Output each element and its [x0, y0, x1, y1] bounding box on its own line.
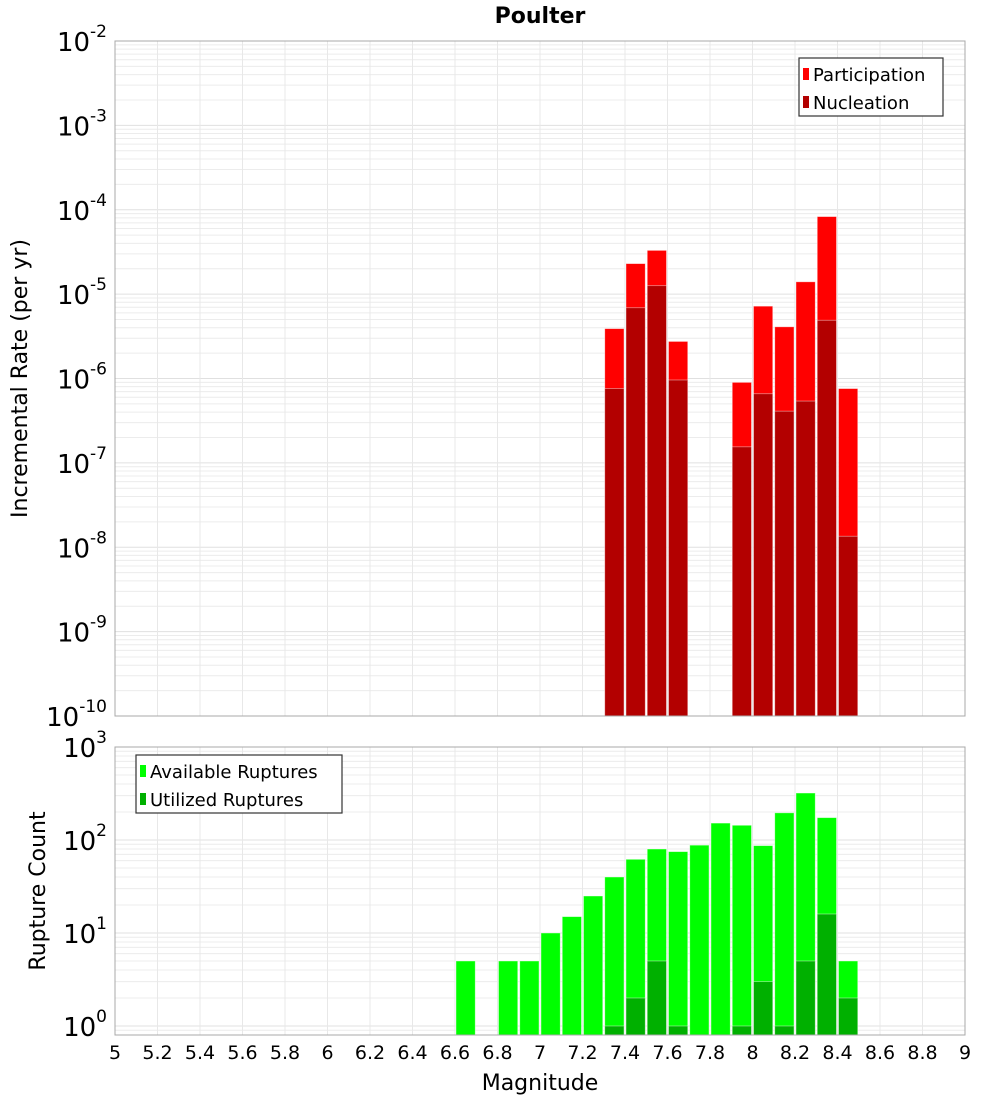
- x-tick-label: 5.4: [185, 1042, 215, 1064]
- x-tick-label: 8: [746, 1042, 758, 1064]
- x-tick-label: 5: [109, 1042, 121, 1064]
- legend-box: [798, 57, 944, 117]
- bar-utilized-ruptures: [731, 1025, 752, 1036]
- x-tick-label: 8.4: [822, 1042, 852, 1064]
- plot-panel-0: 10-2 10-3 10-4 10-5 10-6 10-7 10-8 10-9 10-10 Inc…: [8, 4, 966, 733]
- bar-utilized-ruptures: [838, 997, 859, 1036]
- y-tick-label: 10-7: [57, 444, 107, 480]
- bar-nucleation: [753, 393, 774, 717]
- bar-nucleation: [774, 410, 795, 717]
- x-tick-label: 5.8: [270, 1042, 300, 1064]
- legend: Available Ruptures Utilized Ruptures: [135, 754, 343, 814]
- bar-utilized-ruptures: [604, 1025, 625, 1036]
- legend-swatch: [140, 765, 146, 777]
- x-tick-label: 9: [959, 1042, 971, 1064]
- bar-utilized-ruptures: [816, 913, 837, 1036]
- y-tick-label: 100: [63, 1007, 107, 1043]
- bar-nucleation: [625, 307, 646, 717]
- y-tick-label: 10-2: [57, 22, 107, 58]
- bar-nucleation: [604, 388, 625, 717]
- y-tick-label: 10-4: [57, 191, 107, 227]
- bar-utilized-ruptures: [753, 981, 774, 1036]
- y-axis-label: Rupture Count: [26, 811, 51, 971]
- legend-label: Participation: [813, 65, 925, 86]
- bar-available-ruptures: [540, 932, 561, 1036]
- x-tick-label: 6.2: [355, 1042, 385, 1064]
- legend-swatch: [803, 68, 809, 80]
- x-tick-label: 7.2: [567, 1042, 597, 1064]
- legend-label: Utilized Ruptures: [150, 790, 303, 811]
- bar-utilized-ruptures: [625, 997, 646, 1036]
- legend-box: [135, 754, 343, 814]
- x-tick-label: 5.2: [142, 1042, 172, 1064]
- x-tick-label: 6: [321, 1042, 333, 1064]
- bar-available-ruptures: [731, 824, 752, 1036]
- bar-available-ruptures: [710, 822, 731, 1036]
- bar-available-ruptures: [604, 876, 625, 1036]
- legend-swatch: [803, 96, 809, 108]
- bar-nucleation: [731, 446, 752, 717]
- bar-available-ruptures: [455, 960, 476, 1036]
- x-tick-label: 8.2: [780, 1042, 810, 1064]
- plot-border: [114, 40, 966, 717]
- x-tick-label: 6.8: [482, 1042, 512, 1064]
- x-tick-label: 8.8: [907, 1042, 937, 1064]
- bar-available-ruptures: [689, 844, 710, 1036]
- x-tick-label: 6.4: [397, 1042, 427, 1064]
- plot-border: [114, 746, 966, 1036]
- bar-nucleation: [838, 535, 859, 717]
- y-tick-label: 10-9: [57, 613, 107, 649]
- y-axis-label: Incremental Rate (per yr): [8, 239, 33, 518]
- legend-swatch: [140, 793, 146, 805]
- chart-title: Poulter: [495, 4, 586, 29]
- legend: Participation Nucleation: [798, 57, 944, 117]
- x-tick-label: 5.6: [227, 1042, 257, 1064]
- y-tick-label: 10-6: [57, 360, 107, 396]
- y-tick-label: 10-3: [57, 106, 107, 142]
- x-tick-label: 8.6: [865, 1042, 895, 1064]
- bar-nucleation: [816, 319, 837, 717]
- bar-nucleation: [668, 379, 689, 717]
- x-tick-label: 7.4: [610, 1042, 640, 1064]
- x-tick-label: 7: [534, 1042, 546, 1064]
- x-tick-label: 7.8: [695, 1042, 725, 1064]
- bar-utilized-ruptures: [795, 960, 816, 1036]
- y-tick-label: 10-8: [57, 528, 107, 564]
- x-axis-label: Magnitude: [482, 1071, 599, 1096]
- x-tick-label: 7.6: [652, 1042, 682, 1064]
- legend-label: Available Ruptures: [150, 762, 318, 783]
- y-tick-label: 10-10: [46, 697, 107, 733]
- bar-available-ruptures: [774, 812, 795, 1036]
- bar-available-ruptures: [583, 895, 604, 1036]
- y-tick-label: 103: [63, 728, 107, 764]
- y-tick-label: 102: [63, 821, 107, 857]
- bar-utilized-ruptures: [646, 960, 667, 1036]
- bar-available-ruptures: [561, 916, 582, 1036]
- bar-nucleation: [646, 285, 667, 717]
- legend-label: Nucleation: [813, 93, 909, 114]
- y-tick-label: 101: [63, 914, 107, 950]
- bar-utilized-ruptures: [668, 1025, 689, 1036]
- y-tick-label: 10-5: [57, 275, 107, 311]
- bar-available-ruptures: [668, 851, 689, 1036]
- bar-available-ruptures: [498, 960, 519, 1036]
- bar-nucleation: [795, 400, 816, 717]
- bar-utilized-ruptures: [774, 1025, 795, 1036]
- bar-available-ruptures: [519, 960, 540, 1036]
- x-tick-label: 6.6: [440, 1042, 470, 1064]
